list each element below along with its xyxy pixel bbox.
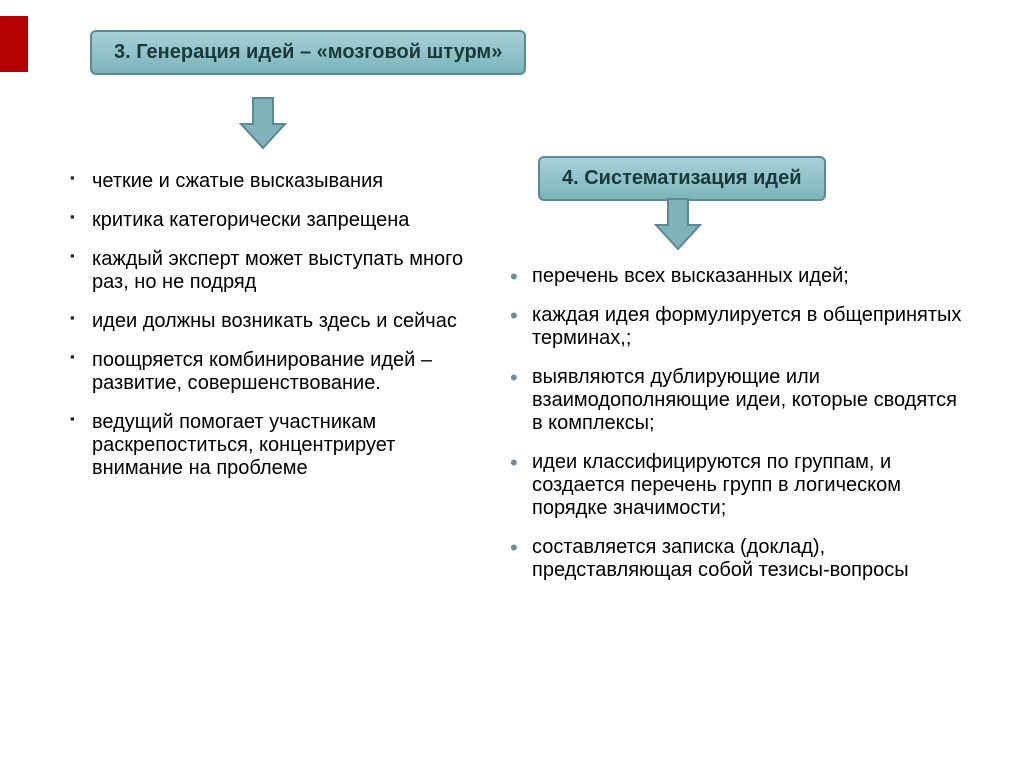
item-text: каждый эксперт может выступать много раз… — [92, 248, 463, 293]
list-item: критика категорически запрещена — [70, 209, 475, 232]
list-item: перечень всех высказанных идей; — [510, 265, 970, 288]
item-text: ведущий помогает участникам раскрепостит… — [92, 411, 395, 479]
list-item: выявляются дублирующие или взаимодополня… — [510, 366, 970, 435]
list-item: идеи должны возникать здесь и сейчас — [70, 310, 475, 333]
list-section-3: четкие и сжатые высказывания критика кат… — [70, 170, 475, 496]
item-text: критика категорически запрещена — [92, 209, 409, 231]
list-item: четкие и сжатые высказывания — [70, 170, 475, 193]
list-item: поощряется комбинирование идей – развити… — [70, 349, 475, 395]
item-text: составляется записка (доклад), представл… — [532, 536, 909, 581]
slide-content: 3. Генерация идей – «мозговой штурм» чет… — [70, 30, 984, 737]
list-item: ведущий помогает участникам раскрепостит… — [70, 411, 475, 480]
item-text: выявляются дублирующие или взаимодополня… — [532, 366, 957, 434]
item-text: идеи классифицируются по группам, и созд… — [532, 451, 901, 519]
item-text: четкие и сжатые высказывания — [92, 170, 383, 192]
arrow-down-right — [650, 197, 706, 253]
list-item: каждая идея формулируется в общепринятых… — [510, 304, 970, 350]
item-text: поощряется комбинирование идей – развити… — [92, 349, 432, 394]
list-item: составляется записка (доклад), представл… — [510, 536, 970, 582]
header-3-text: 3. Генерация идей – «мозговой штурм» — [114, 41, 502, 63]
accent-bar — [0, 16, 28, 72]
item-text: перечень всех высказанных идей; — [532, 265, 849, 287]
header-section-4: 4. Систематизация идей — [538, 156, 826, 201]
arrow-down-left — [235, 96, 291, 152]
item-text: каждая идея формулируется в общепринятых… — [532, 304, 961, 349]
header-section-3: 3. Генерация идей – «мозговой штурм» — [90, 30, 526, 75]
item-text: идеи должны возникать здесь и сейчас — [92, 310, 457, 332]
list-item: идеи классифицируются по группам, и созд… — [510, 451, 970, 520]
list-item: каждый эксперт может выступать много раз… — [70, 248, 475, 294]
header-4-text: 4. Систематизация идей — [562, 167, 802, 189]
list-section-4: перечень всех высказанных идей; каждая и… — [510, 265, 970, 598]
